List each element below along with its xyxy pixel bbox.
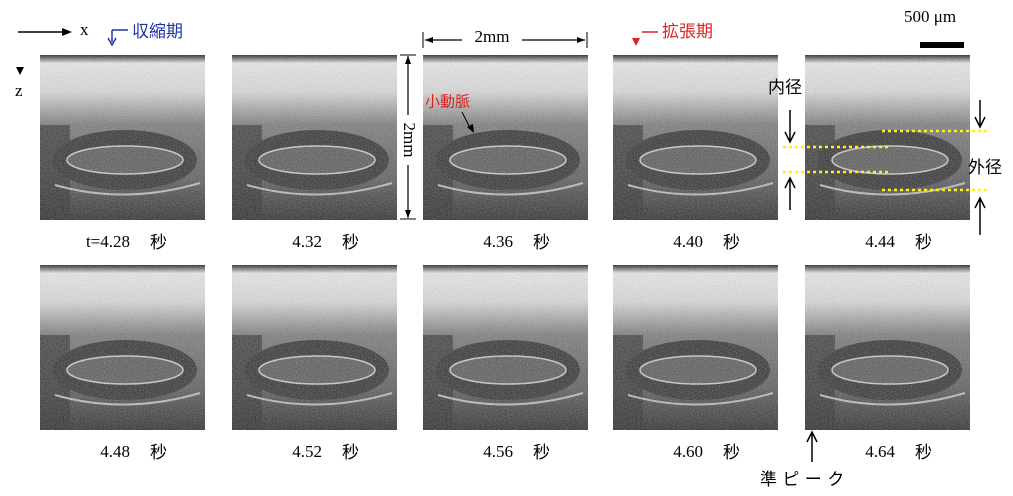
oct-image (232, 55, 397, 220)
marker (108, 30, 128, 45)
oct-image (613, 55, 778, 220)
oct-image (613, 265, 778, 430)
outer-diameter-label: 外径 (968, 158, 1002, 178)
time-unit: 秒 (342, 443, 359, 463)
time-unit: 秒 (915, 233, 932, 253)
height-label: 2mm (400, 123, 419, 158)
time-label: t=4.28 (86, 232, 130, 251)
time-label: 4.40 (673, 232, 703, 251)
arrow-head (62, 28, 72, 36)
arrow-head (632, 38, 640, 46)
oct-image (805, 265, 970, 430)
oct-image (423, 265, 588, 430)
time-label: 4.52 (292, 442, 322, 461)
phase-label: 拡張期 (662, 22, 713, 42)
z-axis-label: z (15, 81, 23, 100)
oct-image (40, 55, 205, 220)
time-label: 4.36 (483, 232, 513, 251)
time-label: 4.60 (673, 442, 703, 461)
phase-label: 収縮期 (132, 22, 183, 42)
arrow-head (16, 67, 24, 75)
arteriole-label: 小動脈 (425, 93, 470, 111)
time-unit: 秒 (533, 233, 550, 253)
time-unit: 秒 (150, 233, 167, 253)
time-label: 4.56 (483, 442, 513, 461)
x-axis-label: x (80, 20, 89, 39)
oct-image (805, 55, 970, 220)
time-label: 4.48 (100, 442, 130, 461)
time-unit: 秒 (915, 443, 932, 463)
oct-image (40, 265, 205, 430)
time-unit: 秒 (723, 233, 740, 253)
scale-bar (920, 42, 964, 48)
time-label: 4.44 (865, 232, 895, 251)
time-unit: 秒 (342, 233, 359, 253)
time-label: 4.32 (292, 232, 322, 251)
oct-image (232, 265, 397, 430)
figure: x z 収縮期 2mm 2mm 拡張期 500 μm t=4.28 秒 4.32 秒 4… (0, 0, 1013, 496)
width-label: 2mm (475, 27, 510, 46)
scale-bar-label: 500 μm (904, 7, 956, 26)
quasi-peak-label: 準 ピ ー ク (760, 470, 844, 490)
arrows (785, 110, 795, 210)
time-unit: 秒 (150, 443, 167, 463)
time-unit: 秒 (533, 443, 550, 463)
time-label: 4.64 (865, 442, 895, 461)
oct-image (423, 55, 588, 220)
time-unit: 秒 (723, 443, 740, 463)
inner-diameter-label: 内径 (768, 78, 802, 98)
arrow (807, 432, 817, 462)
